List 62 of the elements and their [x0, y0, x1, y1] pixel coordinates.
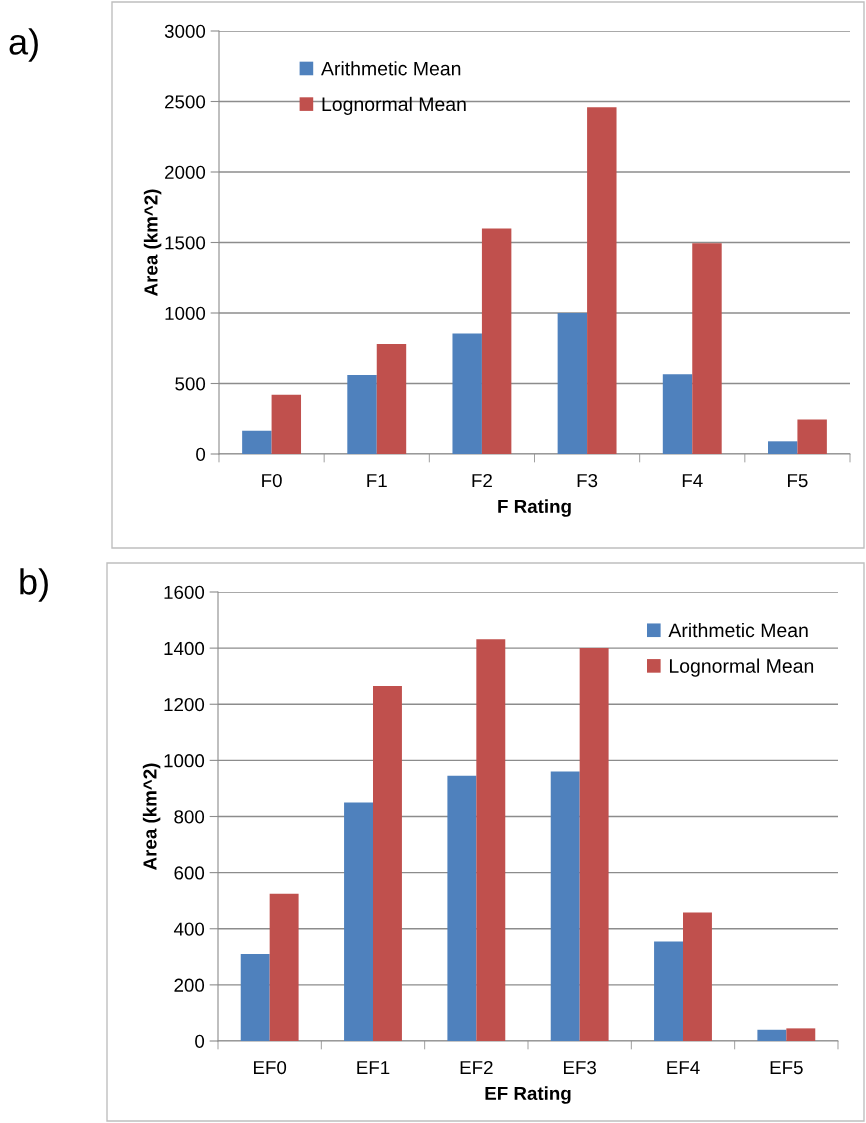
- bar: [242, 430, 272, 454]
- bar: [476, 639, 506, 1041]
- x-tick-label: EF2: [460, 1060, 493, 1075]
- x-tick-label: F4: [682, 474, 703, 488]
- x-tick-label: F5: [788, 474, 808, 488]
- x-tick-label: F2: [472, 473, 492, 488]
- y-tick-label: 1600: [164, 585, 205, 599]
- x-tick-label: EF0: [254, 1060, 287, 1075]
- y-axis-title: Area (km^2): [143, 189, 162, 296]
- y-axis-title: Area (km^2): [142, 763, 161, 870]
- legend-label: Arithmetic Mean: [668, 622, 808, 638]
- y-tick-label: 500: [175, 377, 206, 391]
- x-tick-label: F3: [577, 473, 598, 488]
- y-tick-label: 200: [174, 978, 205, 992]
- legend-label: Lognormal Mean: [669, 658, 814, 677]
- bar: [692, 243, 722, 454]
- bar: [452, 333, 482, 454]
- text: b): [20, 568, 48, 602]
- legend-label: Arithmetic Mean: [321, 61, 461, 76]
- y-tick-label: 600: [174, 866, 205, 880]
- x-axis-title: F Rating: [498, 499, 571, 517]
- bar: [797, 419, 827, 454]
- text: a): [9, 28, 38, 62]
- legend-label: Lognormal Mean: [322, 96, 466, 115]
- bar: [654, 941, 683, 1041]
- bar: [683, 912, 712, 1041]
- y-tick-label: 3000: [164, 24, 206, 38]
- bar: [376, 344, 407, 454]
- y-tick-label: 1200: [164, 697, 205, 712]
- x-tick-label: F1: [367, 474, 387, 488]
- y-tick-label: 400: [173, 922, 205, 936]
- x-axis-title: EF Rating: [485, 1086, 571, 1104]
- y-tick-label: 1000: [165, 306, 206, 320]
- x-tick-label: EF3: [564, 1060, 597, 1075]
- y-tick-label: 0: [195, 1034, 205, 1048]
- bar: [240, 954, 270, 1041]
- bar: [373, 686, 402, 1041]
- x-tick-label: EF4: [667, 1061, 700, 1075]
- bar: [481, 228, 512, 454]
- y-tick-label: 1500: [165, 236, 206, 250]
- bar: [587, 107, 617, 454]
- y-tick-label: 2000: [165, 165, 206, 179]
- bar: [347, 375, 377, 454]
- bar: [269, 893, 299, 1041]
- bar: [757, 1029, 787, 1041]
- y-tick-label: 1400: [164, 641, 205, 656]
- y-tick-label: 0: [196, 447, 206, 461]
- bar: [786, 1028, 816, 1041]
- x-tick-label: EF1: [357, 1061, 390, 1075]
- x-tick-label: F0: [262, 473, 282, 488]
- y-tick-label: 2500: [165, 95, 206, 109]
- bar: [662, 374, 693, 454]
- y-tick-label: 800: [174, 810, 205, 824]
- bar: [767, 441, 798, 454]
- bar: [447, 775, 477, 1041]
- bar: [579, 648, 609, 1041]
- bar: [550, 771, 580, 1041]
- bar: [271, 394, 302, 454]
- y-tick-label: 1000: [164, 754, 205, 768]
- bar: [344, 802, 373, 1041]
- bar: [557, 313, 588, 454]
- x-tick-label: EF5: [770, 1061, 803, 1075]
